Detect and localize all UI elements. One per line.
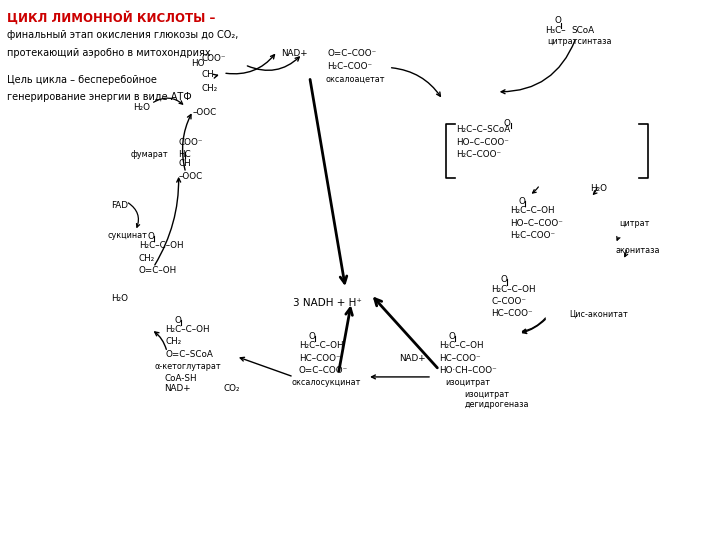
- Text: CO₂: CO₂: [223, 384, 240, 394]
- Text: финальный этап окисления глюкозы до СО₂,: финальный этап окисления глюкозы до СО₂,: [7, 30, 238, 40]
- Text: O=C–OH: O=C–OH: [139, 266, 177, 275]
- FancyArrowPatch shape: [593, 187, 597, 194]
- Text: O: O: [148, 232, 155, 241]
- Text: H₂C–COO⁻: H₂C–COO⁻: [456, 150, 501, 159]
- Text: изоцитрат: изоцитрат: [445, 378, 490, 387]
- Text: COO⁻: COO⁻: [202, 54, 226, 63]
- Text: H₂O: H₂O: [112, 294, 129, 303]
- FancyArrowPatch shape: [153, 98, 183, 104]
- FancyArrowPatch shape: [523, 318, 545, 333]
- FancyArrowPatch shape: [155, 178, 181, 265]
- FancyArrowPatch shape: [374, 299, 437, 368]
- Text: Цель цикла – бесперебойное: Цель цикла – бесперебойное: [7, 75, 157, 85]
- Text: NAD+: NAD+: [400, 354, 426, 363]
- Text: 3 NADH + H⁺: 3 NADH + H⁺: [293, 298, 362, 308]
- Text: HO: HO: [191, 59, 204, 69]
- Text: Цис-аконитат: Цис-аконитат: [569, 309, 628, 319]
- Text: оксалосукцинат: оксалосукцинат: [292, 378, 361, 387]
- FancyArrowPatch shape: [128, 203, 140, 227]
- Text: HC–COO⁻: HC–COO⁻: [439, 354, 481, 363]
- Text: дегидрогеназа: дегидрогеназа: [464, 400, 529, 409]
- Text: изоцитрат: изоцитрат: [464, 390, 510, 399]
- Text: CoA-SH: CoA-SH: [164, 374, 197, 383]
- FancyArrowPatch shape: [226, 55, 274, 74]
- Text: HC–COO⁻: HC–COO⁻: [299, 354, 341, 363]
- Text: H₂C–C–OH: H₂C–C–OH: [439, 341, 484, 350]
- Text: CH: CH: [202, 70, 215, 79]
- FancyArrowPatch shape: [240, 357, 291, 376]
- Text: CH₂: CH₂: [202, 84, 218, 93]
- Text: O: O: [175, 316, 182, 325]
- Text: H₂C–C–OH: H₂C–C–OH: [166, 325, 210, 334]
- Text: HO–C–COO⁻: HO–C–COO⁻: [456, 138, 508, 147]
- Text: CH₂: CH₂: [166, 338, 182, 347]
- Text: O: O: [518, 197, 526, 206]
- Text: –OOC: –OOC: [179, 172, 203, 181]
- FancyArrowPatch shape: [339, 308, 352, 371]
- Text: O: O: [500, 275, 508, 285]
- Text: H₂O: H₂O: [133, 103, 150, 112]
- Text: O: O: [504, 119, 511, 128]
- Text: сукцинат: сукцинат: [108, 231, 148, 240]
- Text: цитратсинтаза: цитратсинтаза: [547, 37, 612, 46]
- Text: ЦИКЛ ЛИМОННОЙ КИСЛОТЫ –: ЦИКЛ ЛИМОННОЙ КИСЛОТЫ –: [7, 11, 215, 24]
- FancyArrowPatch shape: [155, 332, 166, 349]
- Text: –OOC: –OOC: [193, 108, 217, 117]
- Text: CH: CH: [179, 159, 192, 168]
- Text: FAD: FAD: [112, 201, 129, 210]
- Text: генерирование энергии в виде АТФ: генерирование энергии в виде АТФ: [7, 92, 192, 103]
- Text: O: O: [308, 332, 315, 341]
- Text: CH₂: CH₂: [139, 254, 156, 263]
- FancyArrowPatch shape: [183, 114, 191, 170]
- Text: аконитаза: аконитаза: [616, 246, 660, 255]
- FancyArrowPatch shape: [617, 237, 620, 240]
- FancyArrowPatch shape: [372, 375, 429, 379]
- Text: HO·CH–COO⁻: HO·CH–COO⁻: [439, 366, 497, 375]
- Text: H₂C–C–OH: H₂C–C–OH: [510, 206, 554, 215]
- Text: оксалоацетат: оксалоацетат: [325, 75, 385, 84]
- Text: H₂C–COO⁻: H₂C–COO⁻: [328, 62, 373, 71]
- Text: протекающий аэробно в митохондриях: протекающий аэробно в митохондриях: [7, 48, 211, 58]
- Text: H₂C–C–OH: H₂C–C–OH: [491, 285, 536, 294]
- Text: COO⁻: COO⁻: [179, 138, 203, 147]
- FancyArrowPatch shape: [248, 57, 300, 70]
- Text: HC: HC: [179, 150, 192, 159]
- Text: O=C–COO⁻: O=C–COO⁻: [328, 49, 377, 58]
- Text: O=C–COO⁻: O=C–COO⁻: [299, 366, 348, 375]
- Text: H₂C–C–OH: H₂C–C–OH: [139, 241, 184, 251]
- Text: H₂C–COO⁻: H₂C–COO⁻: [510, 231, 555, 240]
- Text: α-кетоглутарат: α-кетоглутарат: [155, 362, 222, 371]
- Text: HO–C–COO⁻: HO–C–COO⁻: [510, 219, 562, 228]
- FancyArrowPatch shape: [213, 75, 217, 78]
- Text: NAD+: NAD+: [281, 49, 307, 58]
- Text: HC–COO⁻: HC–COO⁻: [491, 309, 533, 319]
- Text: цитрат: цитрат: [619, 219, 649, 228]
- FancyArrowPatch shape: [501, 40, 575, 93]
- Text: NAD+: NAD+: [164, 384, 191, 394]
- FancyArrowPatch shape: [523, 320, 545, 334]
- Text: SCoA: SCoA: [571, 26, 594, 35]
- Text: O: O: [554, 16, 562, 25]
- Text: H₂C–C–OH: H₂C–C–OH: [299, 341, 343, 350]
- FancyArrowPatch shape: [533, 187, 539, 193]
- FancyArrowPatch shape: [625, 250, 628, 256]
- Text: H₂C–C–SCoA: H₂C–C–SCoA: [456, 125, 510, 134]
- Text: H₂O: H₂O: [590, 184, 608, 193]
- FancyArrowPatch shape: [310, 79, 347, 283]
- FancyArrowPatch shape: [392, 68, 441, 96]
- Text: фумарат: фумарат: [131, 150, 168, 159]
- Text: H₃C–: H₃C–: [545, 26, 566, 35]
- Text: O: O: [449, 332, 456, 341]
- Text: C–COO⁻: C–COO⁻: [491, 297, 526, 306]
- Text: O=C–SCoA: O=C–SCoA: [166, 350, 213, 359]
